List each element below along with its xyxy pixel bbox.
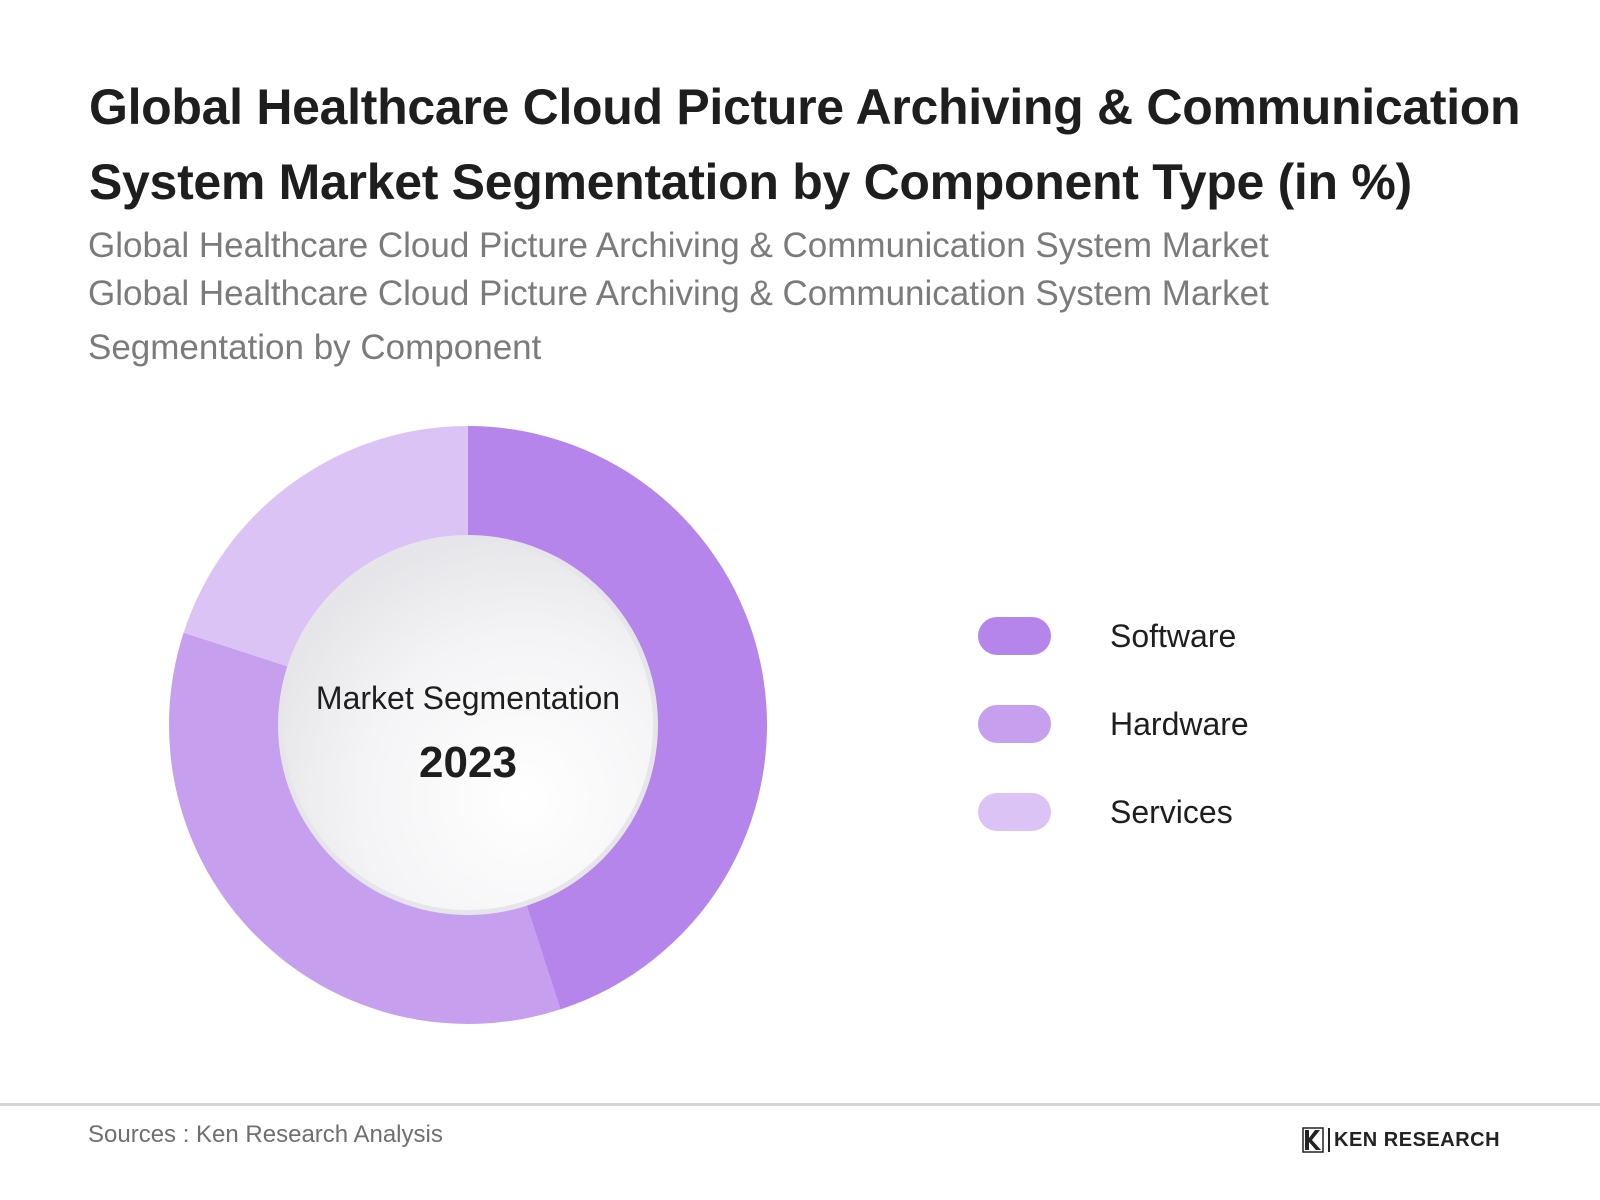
footer-divider [0,1103,1600,1106]
donut-center-year: 2023 [419,738,517,787]
legend-label-software: Software [1110,618,1237,654]
source-note: Sources : Ken Research Analysis [88,1121,443,1148]
chart-title: Global Healthcare Cloud Picture Archivin… [89,79,1521,210]
donut-center-label: Market Segmentation [315,680,621,716]
chart-subtitle: Global Healthcare Cloud Picture Archivin… [88,222,1528,372]
legend-swatch-software [978,617,1051,655]
brand-logo: KEN RESEARCH [1302,1126,1500,1154]
brand-name: KEN RESEARCH [1334,1128,1501,1151]
ken-research-logo-icon [1302,1127,1324,1153]
legend-label-services: Services [1110,794,1233,830]
brand-separator [1328,1128,1330,1152]
subtitle-line-1: Global Healthcare Cloud Picture Archivin… [88,226,1269,265]
legend-swatch-hardware [978,705,1051,743]
donut-hole [283,540,653,910]
legend-label-hardware: Hardware [1110,706,1249,742]
subtitle-line-3: Segmentation by Component [88,328,542,367]
legend-swatch-services [978,793,1051,831]
subtitle-line-2: Global Healthcare Cloud Picture Archivin… [88,274,1269,313]
